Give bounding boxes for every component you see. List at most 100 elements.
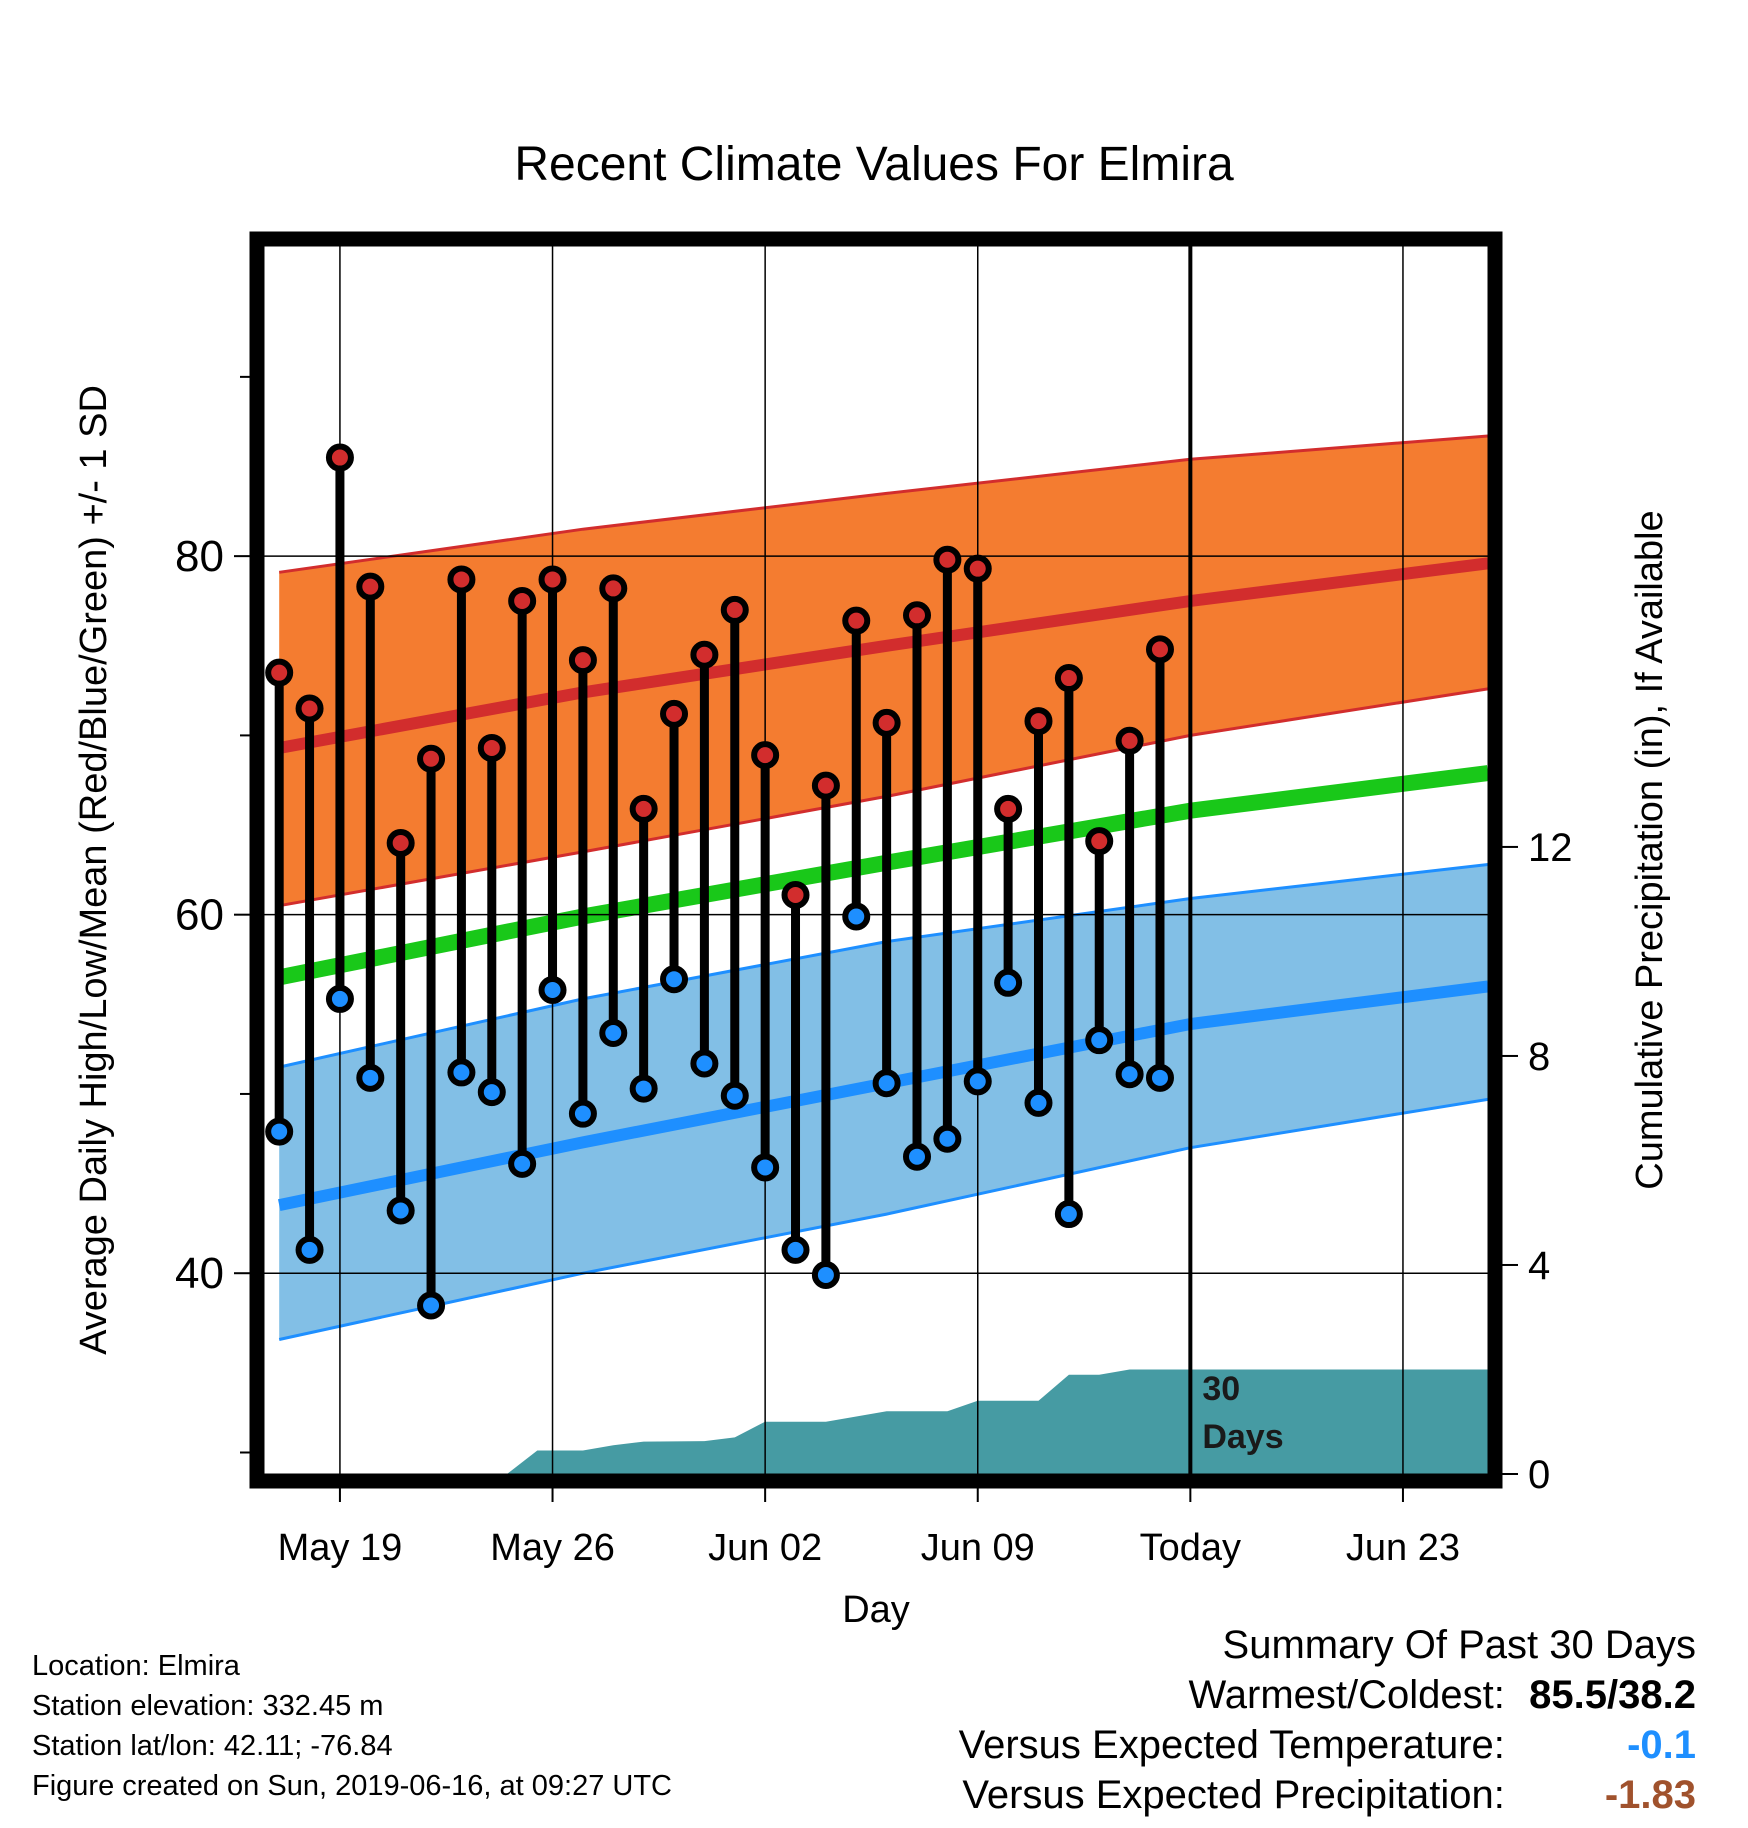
low-point xyxy=(1054,1200,1083,1229)
warmest-coldest-value: 85.5/38.2 xyxy=(1529,1673,1696,1717)
y-left-tick-label: 40 xyxy=(175,1249,224,1298)
low-point xyxy=(811,1261,840,1290)
high-point xyxy=(1145,635,1174,664)
high-point xyxy=(842,606,871,635)
overlay-layer xyxy=(265,443,1174,1320)
high-point xyxy=(690,640,719,669)
high-point xyxy=(811,771,840,800)
low-point xyxy=(660,965,689,994)
warmest-coldest-label: Warmest/Coldest: xyxy=(1188,1673,1505,1717)
latlon-text: Station lat/lon: 42.11; -76.84 xyxy=(32,1730,393,1762)
high-point xyxy=(994,794,1023,823)
y-right-tick-label: 12 xyxy=(1528,826,1573,870)
high-point xyxy=(599,574,628,603)
high-point xyxy=(386,828,415,857)
high-point xyxy=(356,572,385,601)
precip-area xyxy=(264,1369,1488,1474)
high-point xyxy=(1115,726,1144,755)
low-point xyxy=(386,1196,415,1225)
high-point xyxy=(538,565,567,594)
high-point xyxy=(1054,664,1083,693)
created-text: Figure created on Sun, 2019-06-16, at 09… xyxy=(32,1770,672,1802)
station-info: Location: Elmira Station elevation: 332.… xyxy=(32,1646,672,1806)
low-point xyxy=(963,1067,992,1096)
low-point xyxy=(417,1291,446,1320)
x-tick-label: Jun 02 xyxy=(708,1527,822,1569)
high-point xyxy=(903,601,932,630)
low-point xyxy=(751,1153,780,1182)
low-point xyxy=(872,1069,901,1098)
low-normal-band-lower-edge xyxy=(278,1097,1488,1341)
y-right-axis-label: Cumulative Precipitation (in), If Availa… xyxy=(1629,510,1671,1189)
high-point xyxy=(781,880,810,909)
high-point xyxy=(720,595,749,624)
low-point xyxy=(538,975,567,1004)
plot-area: 30 Days xyxy=(264,246,1488,1474)
normal-high-line xyxy=(278,557,1488,754)
low-point xyxy=(265,1117,294,1146)
x-tick-label: May 26 xyxy=(490,1527,615,1569)
summary-title: Summary Of Past 30 Days xyxy=(1222,1623,1696,1667)
y-right-tick-label: 8 xyxy=(1528,1035,1550,1079)
high-point xyxy=(751,741,780,770)
low-point xyxy=(903,1142,932,1171)
low-point xyxy=(508,1149,537,1178)
high-normal-band-upper-edge xyxy=(278,434,1488,574)
x-tick-label: Jun 09 xyxy=(921,1527,1035,1569)
low-point xyxy=(1085,1026,1114,1055)
x-tick-label: Today xyxy=(1140,1527,1241,1569)
axes-layer: May 19 May 26 Jun 02 Jun 09 Today Jun 23Day40… xyxy=(73,231,1671,1631)
low-normal-band xyxy=(279,864,1488,1340)
high-point xyxy=(265,658,294,687)
high-point xyxy=(508,586,537,615)
low-point xyxy=(1024,1088,1053,1117)
low-point xyxy=(477,1078,506,1107)
y-right-tick-label: 4 xyxy=(1528,1244,1550,1288)
high-point xyxy=(933,545,962,574)
high-point xyxy=(872,708,901,737)
low-point xyxy=(933,1124,962,1153)
elevation-text: Station elevation: 332.45 m xyxy=(32,1690,384,1722)
summary-precip-row: Versus Expected Precipitation: -1.83 xyxy=(959,1770,1696,1820)
high-point xyxy=(295,694,324,723)
precip-label: Versus Expected Precipitation: xyxy=(962,1773,1505,1817)
high-point xyxy=(1024,707,1053,736)
chart-title: Recent Climate Values For Elmira xyxy=(514,138,1234,191)
low-point xyxy=(325,984,354,1013)
low-point xyxy=(447,1058,476,1087)
high-point xyxy=(568,646,597,675)
today-label-line2: Days xyxy=(1202,1418,1283,1456)
high-point xyxy=(963,554,992,583)
low-point xyxy=(842,902,871,931)
temp-value: -0.1 xyxy=(1627,1723,1696,1767)
high-point xyxy=(325,443,354,472)
high-point xyxy=(629,794,658,823)
x-tick-label: May 19 xyxy=(278,1527,403,1569)
x-tick-label: Jun 23 xyxy=(1346,1527,1460,1569)
high-point xyxy=(660,699,689,728)
low-point xyxy=(690,1049,719,1078)
x-axis-label: Day xyxy=(842,1589,910,1631)
summary-panel: Summary Of Past 30 Days Warmest/Coldest:… xyxy=(959,1620,1696,1820)
low-point xyxy=(356,1063,385,1092)
high-point xyxy=(417,744,446,773)
high-point xyxy=(477,733,506,762)
low-point xyxy=(994,968,1023,997)
location-text: Location: Elmira xyxy=(32,1650,240,1682)
summary-warmest-row: Warmest/Coldest: 85.5/38.2 xyxy=(959,1670,1697,1720)
low-point xyxy=(629,1074,658,1103)
temp-label: Versus Expected Temperature: xyxy=(958,1723,1505,1767)
summary-temp-row: Versus Expected Temperature: -0.1 xyxy=(959,1720,1696,1770)
today-label-line1: 30 xyxy=(1202,1370,1240,1408)
high-point xyxy=(1085,827,1114,856)
y-left-tick-label: 60 xyxy=(175,891,224,940)
precip-value: -1.83 xyxy=(1604,1773,1696,1817)
low-point xyxy=(295,1235,324,1264)
low-point xyxy=(720,1081,749,1110)
low-point xyxy=(599,1018,628,1047)
low-point xyxy=(1115,1060,1144,1089)
y-right-tick-label: 0 xyxy=(1528,1453,1550,1497)
plot-frame xyxy=(249,231,1503,1489)
y-left-axis-label: Average Daily High/Low/Mean (Red/Blue/Gr… xyxy=(73,385,115,1355)
